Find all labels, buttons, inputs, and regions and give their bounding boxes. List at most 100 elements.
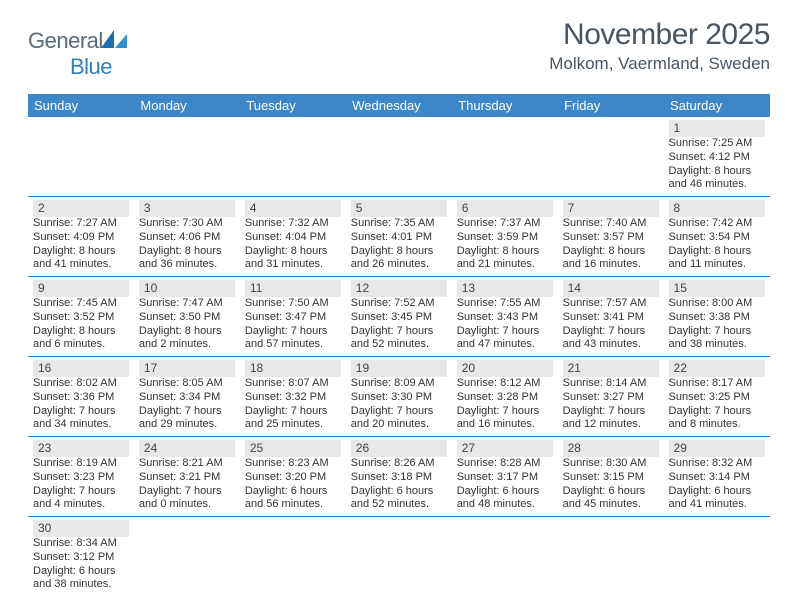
day-number: 10 [139,280,235,297]
sunset-text: Sunset: 4:04 PM [245,231,341,245]
sunrise-text: Sunrise: 7:30 AM [139,217,235,231]
daylight-text: and 31 minutes. [245,258,341,272]
calendar-day-empty [452,517,558,597]
calendar-day: 6Sunrise: 7:37 AMSunset: 3:59 PMDaylight… [452,197,558,277]
sunset-text: Sunset: 3:21 PM [139,471,235,485]
sunset-text: Sunset: 3:43 PM [457,311,553,325]
calendar-day: 8Sunrise: 7:42 AMSunset: 3:54 PMDaylight… [664,197,770,277]
daylight-text: and 0 minutes. [139,498,235,512]
sunrise-text: Sunrise: 8:02 AM [33,377,129,391]
daylight-text: Daylight: 7 hours [33,405,129,419]
day-number: 1 [669,120,765,137]
calendar-day-empty [558,117,664,197]
page-header: GeneralBlue November 2025 Molkom, Vaerml… [28,18,770,86]
calendar-day: 7Sunrise: 7:40 AMSunset: 3:57 PMDaylight… [558,197,664,277]
sunrise-text: Sunrise: 7:27 AM [33,217,129,231]
daylight-text: and 25 minutes. [245,418,341,432]
calendar-day: 9Sunrise: 7:45 AMSunset: 3:52 PMDaylight… [28,277,134,357]
sunrise-text: Sunrise: 7:25 AM [669,137,765,151]
calendar-day: 23Sunrise: 8:19 AMSunset: 3:23 PMDayligh… [28,437,134,517]
sunset-text: Sunset: 3:18 PM [351,471,447,485]
sunrise-text: Sunrise: 8:23 AM [245,457,341,471]
daylight-text: and 6 minutes. [33,338,129,352]
day-header-sunday: Sunday [28,94,134,117]
calendar-day: 3Sunrise: 7:30 AMSunset: 4:06 PMDaylight… [134,197,240,277]
calendar-day-empty [28,117,134,197]
sunset-text: Sunset: 3:47 PM [245,311,341,325]
calendar-week: 1Sunrise: 7:25 AMSunset: 4:12 PMDaylight… [28,117,770,197]
day-number: 24 [139,440,235,457]
calendar-day-empty [134,517,240,597]
sunset-text: Sunset: 3:28 PM [457,391,553,405]
sunset-text: Sunset: 4:01 PM [351,231,447,245]
day-number: 3 [139,200,235,217]
calendar-week: 9Sunrise: 7:45 AMSunset: 3:52 PMDaylight… [28,277,770,357]
daylight-text: and 29 minutes. [139,418,235,432]
sunrise-text: Sunrise: 8:00 AM [669,297,765,311]
day-number: 29 [669,440,765,457]
daylight-text: Daylight: 8 hours [245,245,341,259]
day-number: 8 [669,200,765,217]
calendar-day: 19Sunrise: 8:09 AMSunset: 3:30 PMDayligh… [346,357,452,437]
daylight-text: Daylight: 8 hours [563,245,659,259]
day-header-wednesday: Wednesday [346,94,452,117]
day-header-tuesday: Tuesday [240,94,346,117]
calendar-day-empty [346,117,452,197]
sunset-text: Sunset: 4:12 PM [669,151,765,165]
calendar-day: 14Sunrise: 7:57 AMSunset: 3:41 PMDayligh… [558,277,664,357]
sunrise-text: Sunrise: 8:28 AM [457,457,553,471]
daylight-text: Daylight: 6 hours [245,485,341,499]
sunset-text: Sunset: 3:54 PM [669,231,765,245]
daylight-text: Daylight: 8 hours [457,245,553,259]
daylight-text: and 57 minutes. [245,338,341,352]
day-number: 12 [351,280,447,297]
calendar-day-empty [240,517,346,597]
calendar-day: 28Sunrise: 8:30 AMSunset: 3:15 PMDayligh… [558,437,664,517]
sunset-text: Sunset: 3:30 PM [351,391,447,405]
sunrise-text: Sunrise: 7:55 AM [457,297,553,311]
daylight-text: Daylight: 8 hours [33,245,129,259]
calendar-table: SundayMondayTuesdayWednesdayThursdayFrid… [28,94,770,596]
daylight-text: and 34 minutes. [33,418,129,432]
daylight-text: Daylight: 7 hours [351,325,447,339]
calendar-week: 2Sunrise: 7:27 AMSunset: 4:09 PMDaylight… [28,197,770,277]
daylight-text: and 38 minutes. [33,578,129,592]
calendar-week: 23Sunrise: 8:19 AMSunset: 3:23 PMDayligh… [28,437,770,517]
daylight-text: Daylight: 7 hours [563,325,659,339]
sunrise-text: Sunrise: 8:09 AM [351,377,447,391]
sunrise-text: Sunrise: 7:37 AM [457,217,553,231]
day-number: 13 [457,280,553,297]
daylight-text: Daylight: 6 hours [563,485,659,499]
sunset-text: Sunset: 3:15 PM [563,471,659,485]
day-number: 23 [33,440,129,457]
daylight-text: and 8 minutes. [669,418,765,432]
daylight-text: Daylight: 8 hours [33,325,129,339]
daylight-text: and 41 minutes. [669,498,765,512]
sunset-text: Sunset: 3:25 PM [669,391,765,405]
sunrise-text: Sunrise: 7:35 AM [351,217,447,231]
calendar-day: 18Sunrise: 8:07 AMSunset: 3:32 PMDayligh… [240,357,346,437]
sunset-text: Sunset: 3:59 PM [457,231,553,245]
day-number: 17 [139,360,235,377]
daylight-text: and 36 minutes. [139,258,235,272]
calendar-day: 13Sunrise: 7:55 AMSunset: 3:43 PMDayligh… [452,277,558,357]
sunrise-text: Sunrise: 7:32 AM [245,217,341,231]
calendar-day-empty [134,117,240,197]
daylight-text: Daylight: 7 hours [245,405,341,419]
daylight-text: Daylight: 8 hours [139,245,235,259]
sunset-text: Sunset: 3:17 PM [457,471,553,485]
day-number: 15 [669,280,765,297]
daylight-text: and 12 minutes. [563,418,659,432]
location-text: Molkom, Vaermland, Sweden [549,54,770,74]
daylight-text: and 20 minutes. [351,418,447,432]
sunrise-text: Sunrise: 8:21 AM [139,457,235,471]
calendar-day: 12Sunrise: 7:52 AMSunset: 3:45 PMDayligh… [346,277,452,357]
daylight-text: and 4 minutes. [33,498,129,512]
daylight-text: and 41 minutes. [33,258,129,272]
sunrise-text: Sunrise: 8:30 AM [563,457,659,471]
day-header-friday: Friday [558,94,664,117]
day-number: 14 [563,280,659,297]
calendar-day: 22Sunrise: 8:17 AMSunset: 3:25 PMDayligh… [664,357,770,437]
daylight-text: Daylight: 7 hours [457,325,553,339]
day-number: 21 [563,360,659,377]
